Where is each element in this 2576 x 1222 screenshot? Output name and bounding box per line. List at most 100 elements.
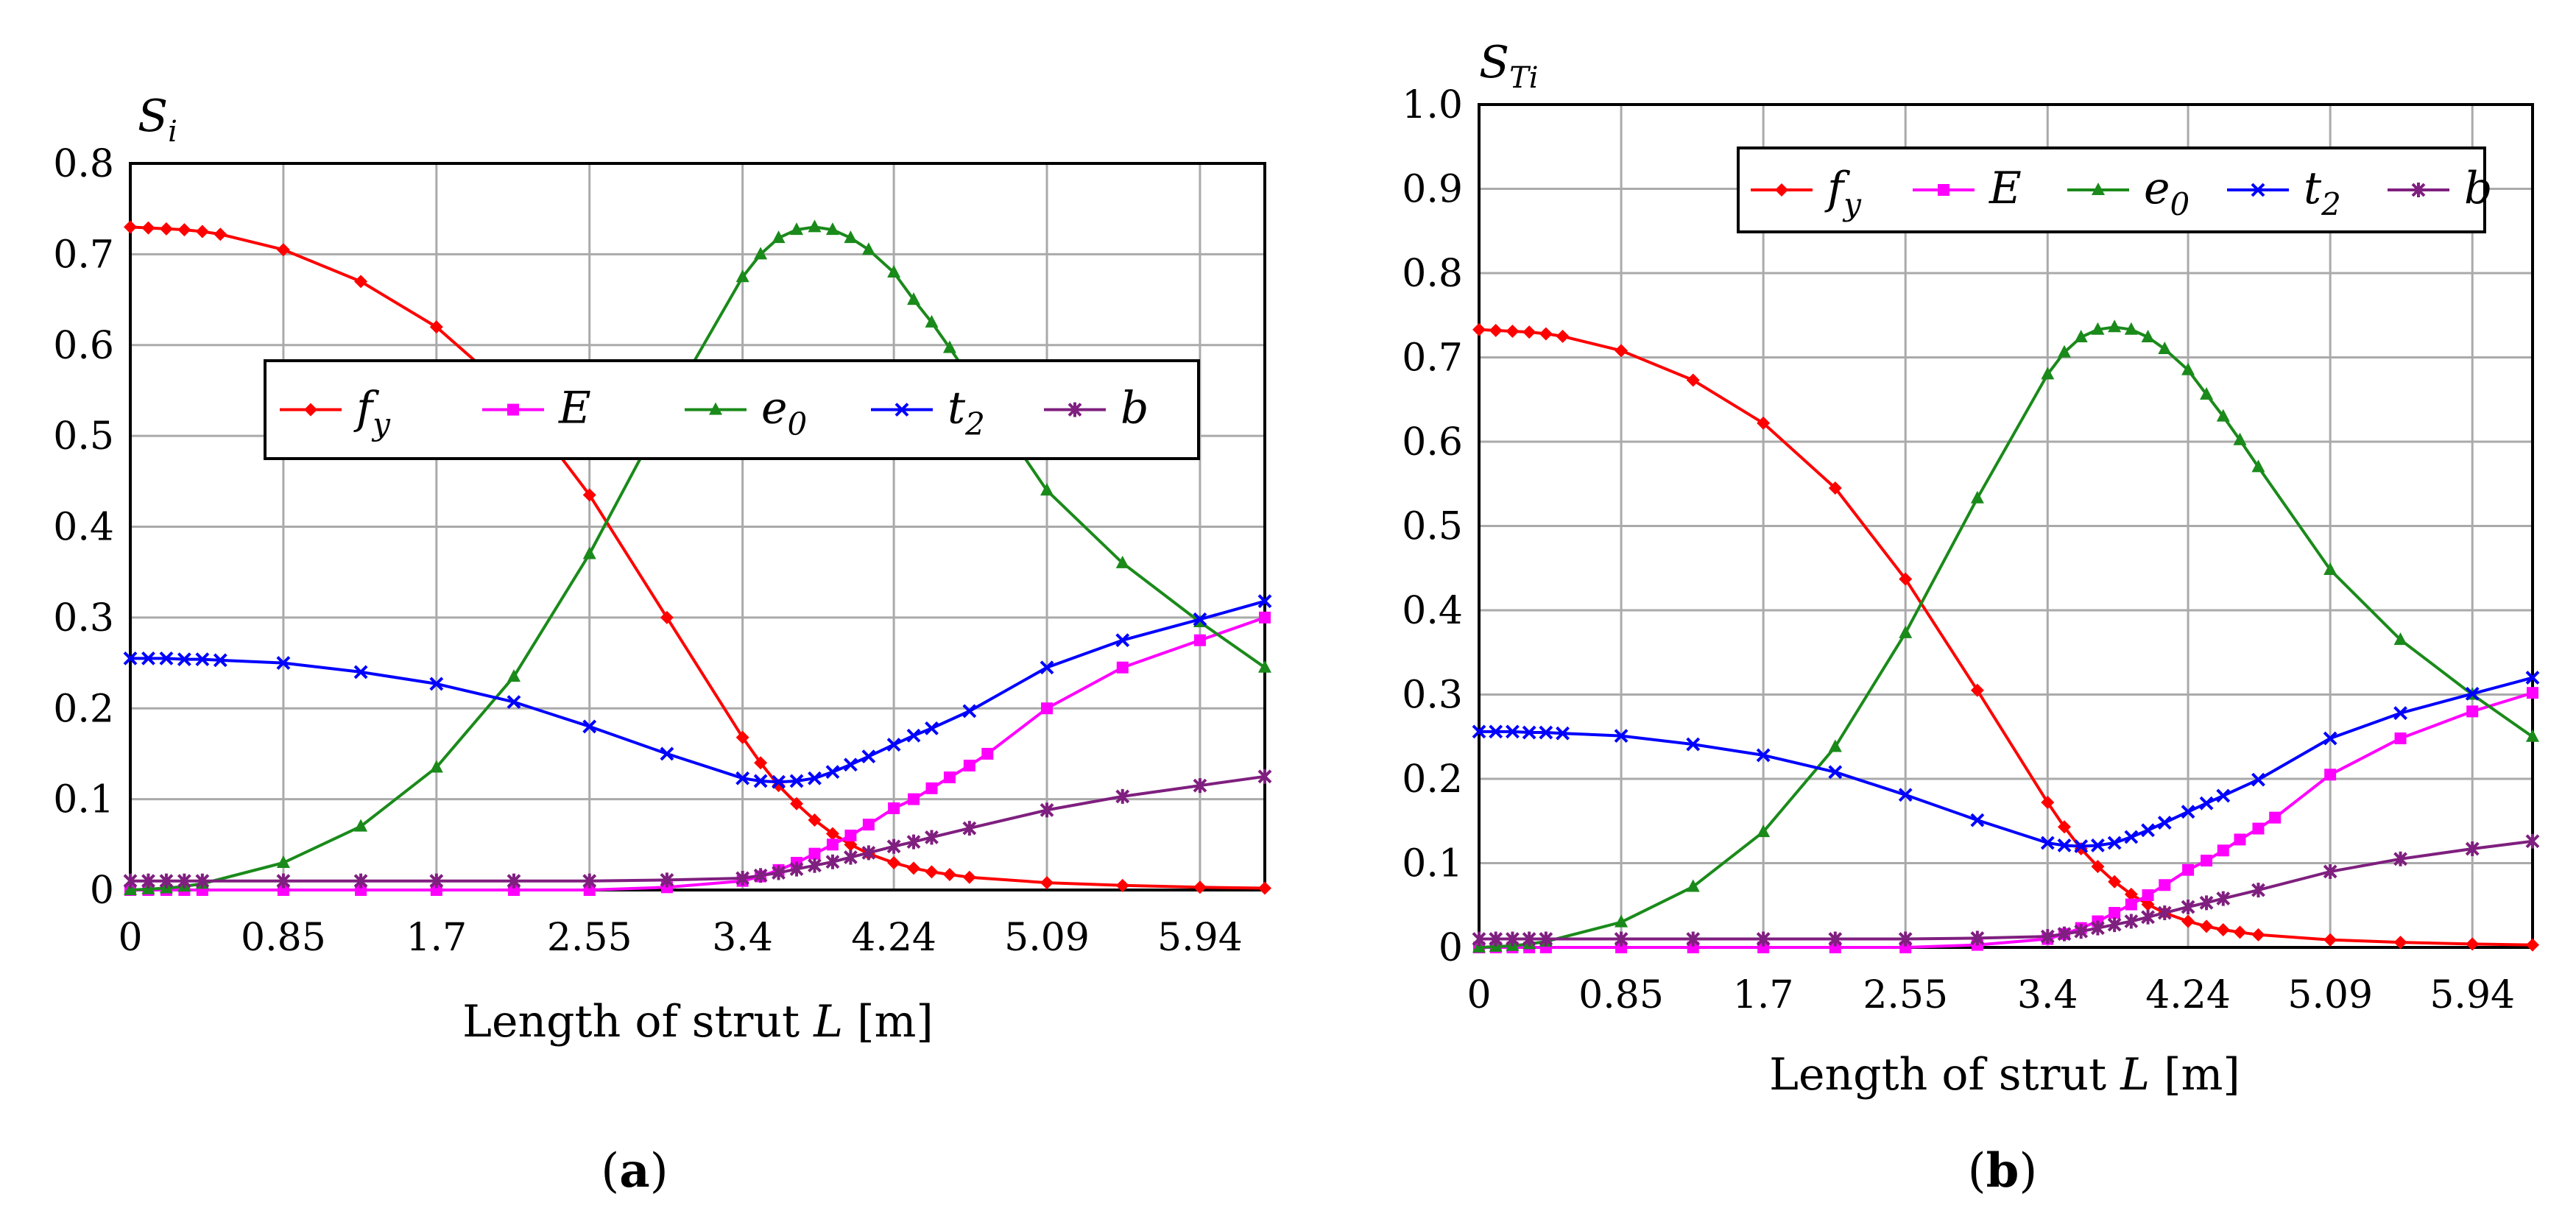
data-point [2323,933,2337,947]
series-line [1478,325,2534,949]
data-point [2393,632,2407,646]
data-point [1756,931,1771,947]
data-point [1686,373,1700,387]
data-point [429,677,444,691]
series-b [123,769,1272,889]
series-line [1479,676,2533,848]
data-point [2158,342,2172,355]
data-point [2393,851,2407,866]
data-point [1757,416,1771,430]
data-point [808,847,821,860]
data-point [1115,633,1130,648]
data-point [582,873,597,889]
data-point [1472,931,1486,947]
data-point [2199,796,2214,810]
data-point [907,292,921,306]
data-point [790,797,804,810]
data-point [1539,327,1553,341]
data-point [214,227,227,241]
data-point [2394,732,2407,745]
legend-label: t2 [948,383,985,442]
data-point [2181,914,2195,928]
y-tick-label: 0.4 [1402,589,1463,633]
series-t2 [123,594,1272,789]
y-tick-label: 0 [1439,926,1463,970]
data-point [159,873,174,889]
data-point [2124,914,2139,929]
data-point [1115,555,1129,568]
data-point [2181,805,2195,819]
y-tick-label: 0.6 [53,324,114,368]
data-point [907,861,921,875]
data-point [1686,737,1701,752]
data-point [886,838,901,854]
x-tick-label: 3.4 [712,916,773,960]
data-point [754,247,768,260]
data-point [2216,891,2231,906]
legend-marker [2092,183,2105,195]
data-point [195,225,209,239]
x-tick-label: 1.7 [1733,973,1794,1017]
data-point [2157,816,2172,830]
data-point [2527,687,2538,699]
series-line [130,774,1266,883]
data-point [1614,729,1628,744]
data-point [1115,788,1130,804]
data-point [825,827,839,841]
y-tick-label: 0.6 [1402,420,1463,465]
y-tick-label: 0.8 [1402,252,1463,296]
y-tick-label: 0 [90,869,114,913]
data-point [789,774,804,788]
data-point [1828,931,1843,947]
data-point [355,884,367,896]
data-point [660,872,674,888]
data-point [1257,769,1272,784]
data-point [1506,724,1520,739]
data-point [808,813,822,827]
data-point [583,884,596,896]
data-point [1970,813,1985,827]
data-point [195,873,210,889]
legend-marker [2411,183,2426,197]
data-point [1828,765,1843,780]
data-point [844,829,857,841]
series-t2 [1472,671,2540,854]
legend-label: E [558,383,591,434]
data-point [1686,931,1701,947]
data-point [888,802,900,814]
data-point [141,221,155,235]
data-point [962,870,976,884]
y-tick-label: 0.2 [1402,757,1463,802]
data-point [195,652,210,667]
data-point [1899,942,1912,953]
data-point [925,865,939,879]
data-point [582,546,596,559]
data-point [123,873,138,889]
data-point [2251,459,2265,473]
data-point [2074,330,2088,343]
data-point [2157,905,2172,921]
data-point [1757,942,1770,953]
data-point [2041,367,2055,380]
data-point [825,222,839,236]
data-point [1615,914,1628,928]
data-point [2251,928,2265,942]
data-point [124,220,137,234]
series-line [130,225,1266,891]
data-point [754,756,768,770]
data-point [1522,725,1536,740]
y-tick-label: 0.8 [53,142,114,186]
x-tick-label: 2.55 [1863,973,1948,1017]
data-point [862,819,875,831]
data-point [2040,929,2055,944]
series-line [130,599,1266,784]
data-point [1193,612,1207,626]
x-tick-label: 3.4 [2017,973,2078,1017]
series-E [1473,687,2538,953]
legend-label: fy [353,383,391,442]
y-tick-label: 0.7 [1402,336,1463,381]
y-tick-label: 0.9 [1402,168,1463,212]
data-point [2323,562,2337,576]
data-point [1489,931,1503,947]
data-point [1539,931,1553,947]
